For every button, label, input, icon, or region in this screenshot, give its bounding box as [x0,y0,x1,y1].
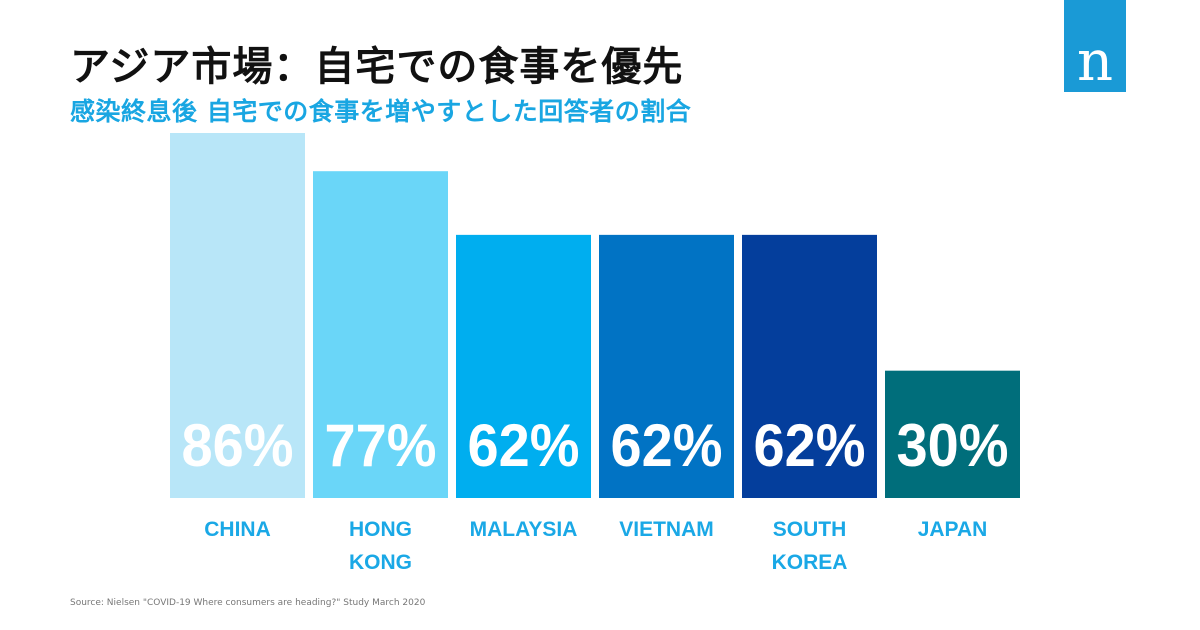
value-label: 86% [182,412,294,479]
category-label: KONG [349,551,412,574]
category-label: HONG [349,518,412,541]
bar-hong-kong [313,171,448,498]
bar-china [170,133,305,498]
bar-south-korea [742,234,877,498]
logo-letter: n [1076,29,1114,94]
category-label: SOUTH [773,518,847,541]
bar-malaysia [456,234,591,498]
value-label: 30% [897,412,1009,479]
category-label: KOREA [772,551,848,574]
bar-vietnam [599,234,734,498]
chart-title: アジア市場：自宅での食事を優先 [70,44,684,90]
category-label: MALAYSIA [470,518,578,541]
bar-japan [885,370,1020,498]
nielsen-logo: n [1064,0,1126,92]
value-label: 77% [325,412,437,479]
value-label: 62% [468,412,580,479]
category-label: CHINA [204,518,271,541]
category-label: VIETNAM [619,518,714,541]
value-label: 62% [754,412,866,479]
source-note: Source: Nielsen "COVID-19 Where consumer… [70,598,426,608]
chart-subtitle: 感染終息後 自宅での食事を増やすとした回答者の割合 [70,97,692,126]
category-label: JAPAN [918,518,988,541]
value-label: 62% [611,412,723,479]
